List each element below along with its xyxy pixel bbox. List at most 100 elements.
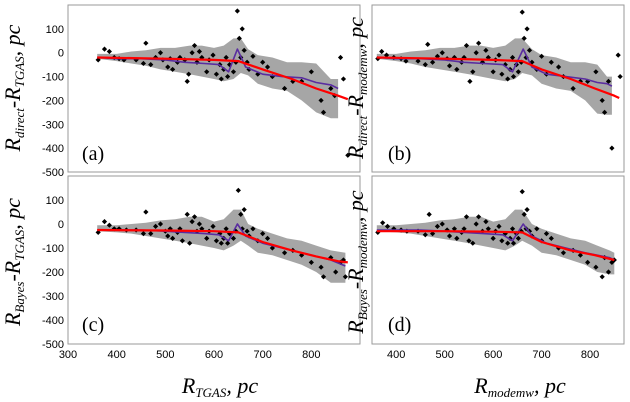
panel-c: -500 -400 -300 -200 -100 0 100 300 400 500 600 700 8…	[42, 175, 361, 361]
data-point	[189, 50, 195, 56]
ylabel-a-unit: , pc	[0, 24, 25, 56]
data-point	[380, 220, 386, 226]
data-point	[225, 240, 231, 246]
data-point	[196, 48, 202, 55]
y-tick-label: -200	[42, 267, 64, 279]
y-tick-label: 100	[46, 195, 64, 207]
panel-d: 400 500 600 700 800	[371, 175, 625, 361]
data-point	[281, 250, 288, 256]
data-point	[213, 71, 220, 77]
ylabel-d-sub2: modemw	[355, 222, 370, 269]
data-point	[529, 59, 535, 65]
data-point	[204, 69, 210, 75]
data-point	[250, 226, 256, 232]
data-point	[170, 235, 176, 241]
data-point	[235, 187, 241, 193]
ylabel-d-dash: -R	[343, 268, 368, 289]
y-tick-label: -400	[42, 315, 64, 327]
data-point	[463, 42, 470, 49]
data-point	[451, 226, 457, 232]
x-tick-label: 600	[484, 349, 502, 361]
data-point	[230, 235, 237, 241]
panel-a: -500 -400 -300 -200 -100 0 100	[42, 4, 361, 179]
data-point	[264, 235, 271, 241]
panel-label-c: (c)	[82, 314, 104, 336]
y-tick-label: 0	[58, 48, 64, 60]
ylabel-d-main: R	[343, 320, 368, 335]
fit-line-a	[97, 56, 349, 101]
data-point	[269, 73, 275, 80]
data-point	[210, 223, 216, 229]
data-point	[290, 78, 296, 84]
data-point	[170, 66, 176, 73]
data-point	[184, 78, 190, 84]
data-point	[617, 73, 623, 80]
data-point	[496, 223, 502, 229]
data-point	[239, 26, 245, 32]
data-point	[422, 62, 428, 68]
data-point	[526, 47, 533, 53]
xlabel-left-unit: , pc	[226, 373, 258, 398]
data-point	[548, 59, 554, 65]
y-tick-label: -500	[42, 339, 64, 351]
data-point	[467, 78, 473, 84]
data-point	[244, 228, 250, 234]
data-point	[429, 59, 436, 65]
data-point	[225, 73, 231, 80]
data-point	[345, 152, 351, 158]
data-point	[434, 223, 441, 229]
xlabel-left: RTGAS, pc	[181, 373, 259, 400]
data-point	[451, 54, 457, 61]
data-point	[422, 232, 428, 238]
data-point	[218, 240, 224, 246]
data-point	[521, 35, 527, 41]
ylabel-c-unit: , pc	[0, 198, 25, 230]
y-tick-label: -200	[42, 95, 64, 107]
y-tick-label: -300	[42, 291, 64, 303]
data-point	[585, 259, 591, 265]
data-point	[187, 240, 193, 246]
data-point	[602, 109, 608, 115]
data-point	[101, 46, 108, 52]
data-point	[461, 226, 467, 232]
panel-label-b: (b)	[388, 143, 411, 165]
data-point	[101, 219, 108, 225]
data-point	[509, 54, 516, 61]
data-point	[260, 231, 266, 237]
data-point	[337, 54, 344, 61]
data-point	[446, 63, 453, 69]
data-point	[165, 64, 171, 70]
data-point	[269, 245, 275, 251]
data-point	[153, 223, 159, 229]
data-point	[426, 211, 432, 217]
y-tick-label: -100	[42, 72, 64, 84]
data-point	[320, 274, 327, 280]
data-point	[379, 48, 385, 55]
data-point	[570, 85, 576, 92]
data-point	[281, 85, 288, 92]
data-point	[342, 274, 348, 280]
data-point	[241, 47, 247, 53]
xlabel-right-unit: , pc	[534, 373, 566, 398]
data-point	[179, 238, 185, 244]
data-point	[218, 76, 224, 82]
data-point	[473, 50, 479, 56]
data-point	[605, 78, 612, 84]
data-point	[318, 97, 324, 104]
data-point	[210, 52, 216, 58]
data-point	[605, 269, 612, 275]
data-point	[521, 211, 527, 217]
data-point	[519, 189, 525, 195]
data-point	[490, 69, 496, 75]
data-point	[333, 269, 339, 275]
data-point	[234, 8, 240, 14]
data-point	[470, 240, 476, 246]
data-point	[140, 231, 147, 237]
data-point	[439, 221, 445, 227]
ylabel-a-sub1: direct	[12, 108, 27, 138]
data-point	[515, 69, 521, 75]
data-point	[143, 40, 149, 46]
data-point	[415, 58, 421, 64]
ylabel-a-sub2: TGAS	[12, 56, 27, 88]
data-point	[509, 226, 516, 232]
